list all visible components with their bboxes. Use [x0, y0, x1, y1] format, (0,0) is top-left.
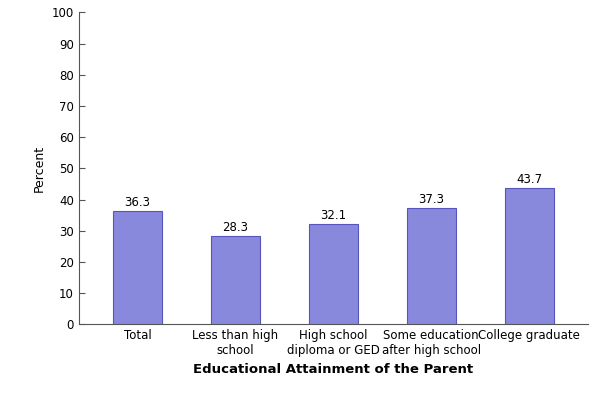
X-axis label: Educational Attainment of the Parent: Educational Attainment of the Parent — [193, 363, 473, 376]
Bar — [309, 224, 358, 324]
Bar — [211, 236, 260, 324]
Y-axis label: Percent: Percent — [33, 145, 46, 192]
Text: 32.1: 32.1 — [320, 209, 347, 222]
Text: 28.3: 28.3 — [222, 220, 248, 234]
Text: 37.3: 37.3 — [418, 193, 444, 206]
Text: 43.7: 43.7 — [516, 173, 542, 186]
Bar — [505, 188, 553, 324]
Bar — [407, 208, 456, 324]
Bar — [113, 211, 162, 324]
Text: 36.3: 36.3 — [124, 196, 150, 209]
